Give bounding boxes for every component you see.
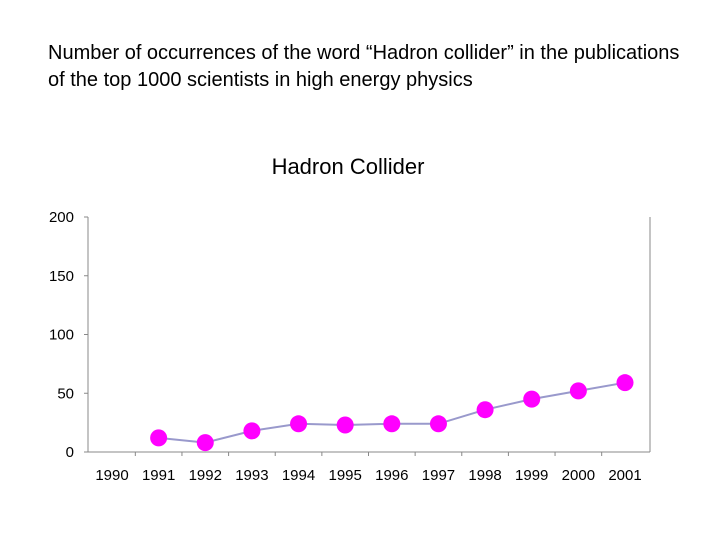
chart-title: Hadron Collider (272, 154, 425, 179)
x-tick-label: 1990 (95, 467, 128, 484)
x-tick-label: 1995 (328, 467, 361, 484)
chart-axes (87, 217, 651, 453)
y-axis-ticks: 0 50 100 150 200 (49, 209, 88, 461)
data-point (243, 422, 261, 440)
y-tick-label: 200 (49, 209, 74, 226)
data-point (616, 374, 634, 392)
slide-caption: Number of occurrences of the word “Hadro… (48, 42, 680, 91)
x-tick-label: 1993 (235, 467, 268, 484)
data-point (429, 415, 447, 433)
data-point (196, 434, 214, 452)
y-tick-label: 0 (66, 444, 74, 461)
x-tick-label: 1992 (189, 467, 222, 484)
data-point (383, 415, 401, 433)
data-point (336, 416, 354, 434)
y-tick-label: 50 (57, 385, 74, 402)
x-tick-label: 1999 (515, 467, 548, 484)
data-point (476, 401, 494, 419)
x-tick-label: 1998 (468, 467, 501, 484)
data-point (523, 390, 541, 408)
x-axis-ticks: 1990 1991 1992 1993 1994 1995 1996 1997 1998 1999… (95, 452, 642, 484)
y-tick-label: 100 (49, 327, 74, 344)
data-series (150, 374, 634, 452)
x-tick-label: 1996 (375, 467, 408, 484)
data-point (150, 429, 168, 447)
x-tick-label: 1997 (422, 467, 455, 484)
x-tick-label: 2001 (608, 467, 641, 484)
data-point (569, 382, 587, 400)
x-tick-label: 1994 (282, 467, 315, 484)
x-tick-label: 2000 (562, 467, 595, 484)
y-tick-label: 150 (49, 268, 74, 285)
data-point (290, 415, 308, 433)
series-line (158, 381, 626, 444)
x-tick-label: 1991 (142, 467, 175, 484)
